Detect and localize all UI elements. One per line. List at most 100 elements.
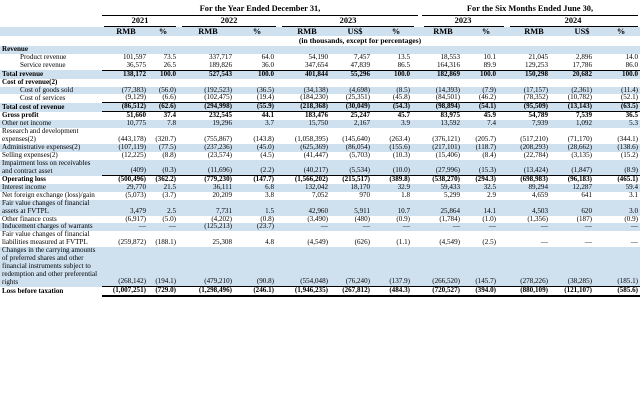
row-value: (34,138)	[276, 86, 330, 95]
row-value: 620	[550, 199, 594, 216]
row-value: 4,659	[532, 190, 548, 199]
period-header-year-rule	[102, 15, 418, 16]
row-value: (13,143)	[550, 102, 594, 113]
column-label: US$	[574, 27, 590, 36]
row-value: 32.5	[462, 183, 498, 192]
row-label: Product revenue	[20, 52, 67, 61]
row-value: 12,287	[550, 183, 594, 192]
row-value: (54.3)	[372, 102, 412, 113]
row-value: (147.7)	[253, 175, 274, 183]
row-value: 5,299	[444, 190, 460, 199]
row-value: (205.7)	[475, 134, 496, 143]
row-value: (585.6)	[594, 286, 640, 298]
row-value: (626)	[354, 238, 370, 247]
row-value: (500,496)	[118, 175, 146, 183]
row-label: Inducement charges of warrants	[0, 223, 102, 232]
row-value: (376,121)	[432, 134, 460, 143]
row-value: 164,316	[412, 61, 462, 71]
table-row: Revenue	[0, 45, 640, 54]
row-value: 7,939	[498, 119, 550, 129]
row-value: (6,917)	[125, 214, 146, 223]
row-value: (19.4)	[234, 93, 276, 104]
row-value: 51,660	[126, 111, 146, 120]
row-value: 10,775	[102, 119, 148, 129]
row-value: 89,294	[498, 183, 550, 192]
row-value: (107,119)	[102, 143, 148, 152]
table-row: Total revenue 138,172 100.0 527,543 100.0 401…	[0, 70, 640, 79]
row-value: (45.0)	[234, 143, 276, 152]
row-value	[102, 46, 148, 54]
row-value: (102,475)	[178, 93, 234, 104]
row-value: 14.1	[462, 199, 498, 216]
row-value: (188.1)	[155, 238, 176, 247]
row-value: 20,682	[550, 70, 594, 79]
row-value: 2.9	[487, 190, 496, 199]
row-value: (479,210)	[178, 247, 234, 288]
period-header-six-months-rule	[422, 15, 638, 16]
row-label: Loss before taxation	[2, 287, 64, 296]
row-value: (1,946,235)	[276, 286, 330, 298]
row-value: 100.0	[372, 70, 412, 79]
row-value: (517,210)	[520, 134, 548, 143]
table-row: Gross profit 51,660 37.4 232,545 44.1 183,476…	[0, 111, 640, 120]
row-label: Cost of revenue(2)	[2, 77, 58, 86]
row-value: 19,296	[178, 119, 234, 129]
row-value: (755,867)	[204, 134, 232, 143]
row-value: (0.8)	[260, 214, 274, 223]
row-value: (320.7)	[155, 134, 176, 143]
row-value: —	[148, 223, 178, 232]
row-value: 54,789	[528, 111, 548, 120]
row-value: (218,368)	[276, 102, 330, 113]
row-value: 100.0	[148, 70, 178, 79]
row-value: 25,864	[412, 199, 462, 216]
row-value: (84,501)	[412, 93, 462, 104]
row-value: 13.5	[397, 52, 410, 61]
row-value: (5,534)	[330, 159, 372, 176]
row-value: (698,983)	[520, 175, 548, 183]
row-value: (71,170)	[567, 134, 592, 143]
row-label: Gross profit	[2, 111, 39, 120]
row-value: 129,253	[498, 61, 550, 71]
row-value: (294.3)	[475, 175, 496, 183]
row-value: 132,042	[276, 183, 330, 192]
row-value: 83,975	[440, 111, 460, 120]
year-header-2022: 2022	[220, 16, 238, 25]
row-value: (8.8)	[162, 150, 176, 159]
row-value: 641	[581, 190, 592, 199]
row-value: 3.1	[629, 190, 638, 199]
row-label: Interest income	[0, 183, 102, 192]
row-value: 44.1	[261, 111, 274, 120]
row-value: (5,703)	[349, 150, 370, 159]
row-value: (187)	[576, 214, 592, 223]
row-value: 45.7	[397, 111, 410, 120]
row-label: Total revenue	[0, 70, 102, 79]
row-value: (63.5)	[594, 102, 640, 113]
row-value: —	[412, 223, 462, 232]
row-label: Research and development expenses(2)	[2, 127, 79, 143]
year-header-2023-six: 2023	[454, 16, 472, 25]
row-value: 1,092	[550, 119, 594, 129]
row-value: 337,717	[208, 52, 232, 61]
row-value: (86,512)	[102, 102, 148, 113]
row-value: (5,073)	[125, 190, 146, 199]
row-value: (78,352)	[498, 93, 550, 104]
row-value: 29,770	[102, 183, 148, 192]
row-value: 86.5	[372, 61, 412, 71]
row-value: (8.4)	[482, 150, 496, 159]
row-value: (143.8)	[253, 134, 274, 143]
row-value: (7.9)	[462, 86, 498, 95]
row-value: 13,592	[412, 119, 462, 129]
row-value: (90.8)	[234, 247, 276, 288]
row-value: 3.9	[372, 119, 412, 129]
row-label: Operating loss	[2, 175, 46, 183]
row-value: 37.4	[163, 111, 176, 120]
row-value: 182,869	[412, 70, 462, 79]
row-value: 1.5	[234, 199, 276, 216]
row-value: (76,240)	[330, 247, 372, 288]
row-value: (0.3)	[148, 159, 178, 176]
row-value: (720,527)	[412, 286, 462, 298]
row-value: (13,424)	[498, 159, 550, 176]
row-value: (30,049)	[330, 102, 372, 113]
row-value: (27,996)	[412, 159, 462, 176]
